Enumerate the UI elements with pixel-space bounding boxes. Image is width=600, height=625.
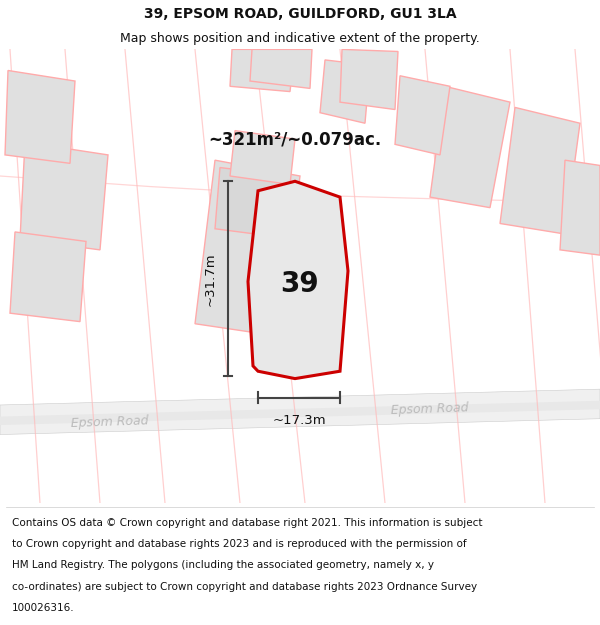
Polygon shape — [320, 60, 370, 123]
Text: Contains OS data © Crown copyright and database right 2021. This information is : Contains OS data © Crown copyright and d… — [12, 518, 482, 528]
Polygon shape — [20, 142, 108, 250]
Polygon shape — [250, 49, 312, 88]
Text: Epsom Road: Epsom Road — [71, 414, 149, 430]
Polygon shape — [195, 160, 300, 336]
Text: HM Land Registry. The polygons (including the associated geometry, namely x, y: HM Land Registry. The polygons (includin… — [12, 561, 434, 571]
Polygon shape — [248, 181, 348, 379]
Text: 100026316.: 100026316. — [12, 603, 74, 613]
Polygon shape — [230, 49, 295, 92]
Polygon shape — [0, 401, 600, 425]
Text: co-ordinates) are subject to Crown copyright and database rights 2023 Ordnance S: co-ordinates) are subject to Crown copyr… — [12, 582, 477, 592]
Polygon shape — [560, 160, 600, 255]
Polygon shape — [5, 71, 75, 163]
Text: Epsom Road: Epsom Road — [391, 401, 469, 417]
Text: Map shows position and indicative extent of the property.: Map shows position and indicative extent… — [120, 32, 480, 45]
Text: to Crown copyright and database rights 2023 and is reproduced with the permissio: to Crown copyright and database rights 2… — [12, 539, 467, 549]
Polygon shape — [230, 131, 295, 184]
Text: ~17.3m: ~17.3m — [272, 414, 326, 428]
Polygon shape — [395, 76, 450, 155]
Polygon shape — [500, 107, 580, 234]
Text: ~31.7m: ~31.7m — [203, 252, 217, 306]
Polygon shape — [10, 232, 86, 322]
Polygon shape — [430, 86, 510, 208]
Text: 39: 39 — [281, 269, 319, 298]
Polygon shape — [0, 389, 600, 434]
Polygon shape — [215, 168, 290, 238]
Text: 39, EPSOM ROAD, GUILDFORD, GU1 3LA: 39, EPSOM ROAD, GUILDFORD, GU1 3LA — [143, 7, 457, 21]
Text: ~321m²/~0.079ac.: ~321m²/~0.079ac. — [208, 130, 382, 148]
Polygon shape — [340, 49, 398, 109]
